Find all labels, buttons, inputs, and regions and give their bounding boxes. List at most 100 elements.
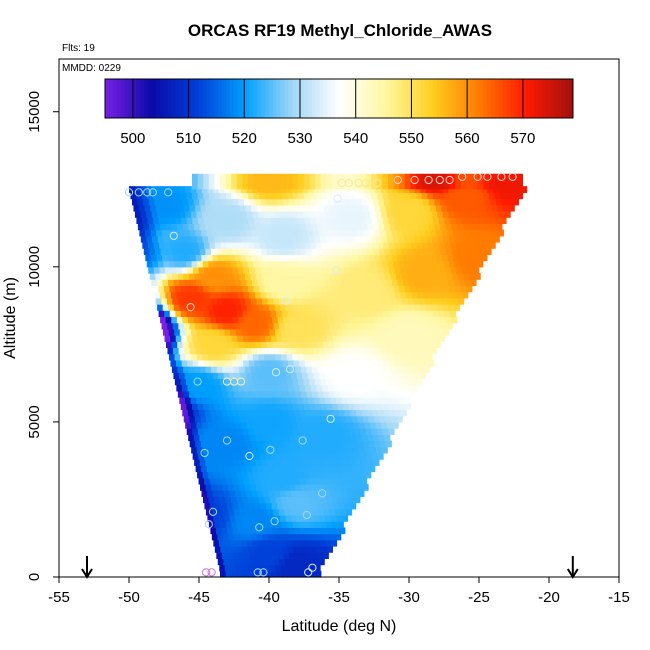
field-cell: [281, 173, 288, 190]
colorbar-segment: [245, 79, 250, 118]
field-cell: [272, 483, 280, 491]
field-cell: [416, 173, 423, 190]
field-cell: [206, 229, 213, 237]
field-cell: [416, 192, 423, 200]
field-cell: [414, 279, 421, 287]
field-cell: [275, 328, 282, 336]
field-cell: [300, 316, 307, 324]
field-cell: [243, 409, 251, 417]
field-cell: [406, 198, 413, 206]
field-cell: [204, 291, 211, 299]
field-cell: [260, 477, 267, 485]
x-tick-label: -45: [188, 589, 210, 606]
field-cell: [175, 217, 182, 224]
field-cell: [337, 260, 344, 268]
field-cell: [187, 409, 195, 417]
field-cell: [289, 223, 296, 231]
field-cell: [255, 409, 262, 417]
field-cell: [180, 285, 187, 293]
field-cell: [240, 397, 248, 404]
field-cell: [236, 570, 243, 578]
field-cell: [179, 304, 186, 311]
field-cell: [240, 347, 247, 355]
field-cell: [173, 304, 181, 311]
field-cell: [435, 273, 442, 280]
colorbar-segment: [401, 79, 406, 118]
field-cell: [223, 322, 230, 330]
field-cell: [263, 490, 270, 497]
field-cell: [157, 235, 164, 243]
field-cell: [319, 210, 326, 218]
field-cell: [209, 335, 216, 342]
field-cell: [361, 266, 368, 274]
field-cell: [229, 490, 236, 497]
field-cell: [412, 366, 419, 373]
field-cell: [438, 310, 445, 318]
field-cell: [151, 279, 158, 287]
field-cell: [375, 397, 382, 404]
field-cell: [338, 266, 345, 274]
sample-markers: [124, 172, 517, 577]
colorbar-segment: [186, 79, 192, 118]
field-cell: [197, 192, 204, 200]
field-cell: [306, 366, 313, 373]
field-cell: [264, 353, 271, 361]
field-cell: [251, 204, 258, 212]
field-cell: [368, 440, 376, 448]
field-cell: [436, 254, 443, 262]
field-cell: [281, 570, 288, 578]
field-cell: [366, 291, 374, 299]
field-cell: [139, 204, 146, 212]
field-cell: [212, 490, 219, 497]
field-cell: [334, 273, 341, 280]
field-cell: [226, 452, 233, 460]
field-cell: [397, 372, 404, 380]
field-cell: [404, 310, 412, 318]
field-cell: [385, 229, 392, 237]
field-cell: [438, 285, 445, 293]
field-cell: [314, 446, 321, 454]
field-cell: [201, 397, 208, 404]
field-cell: [308, 210, 315, 218]
field-cell: [327, 409, 335, 417]
field-cell: [231, 545, 238, 553]
field-cell: [270, 428, 277, 435]
field-cell: [260, 502, 267, 510]
field-cell: [264, 260, 271, 268]
field-cell: [230, 496, 238, 504]
field-cell: [368, 297, 375, 305]
field-cell: [392, 421, 399, 429]
field-cell: [273, 558, 280, 566]
field-cell: [451, 198, 458, 206]
colorbar-segment: [257, 79, 262, 118]
field-cell: [281, 285, 288, 293]
field-cell: [203, 310, 210, 318]
field-cell: [285, 514, 293, 522]
field-cell: [229, 465, 236, 473]
field-cell: [183, 415, 190, 423]
field-cell: [249, 198, 256, 206]
field-cell: [458, 204, 465, 212]
field-cell: [314, 471, 321, 479]
field-cell: [314, 353, 321, 361]
colorbar-segment: [397, 79, 402, 118]
field-cell: [277, 384, 284, 392]
field-cell: [427, 242, 435, 249]
field-cell: [284, 297, 291, 305]
colorbar-tick-label: 550: [399, 130, 424, 147]
field-cell: [278, 366, 285, 373]
field-cell: [269, 304, 276, 311]
field-cell: [191, 235, 198, 243]
colorbar-segment: [124, 79, 129, 118]
field-cell: [195, 322, 202, 330]
field-cell: [505, 173, 512, 190]
field-cell: [286, 260, 293, 268]
sample-point: [236, 377, 246, 386]
field-cell: [336, 328, 343, 336]
field-cell: [272, 316, 279, 324]
field-cell: [315, 545, 322, 553]
field-cell: [449, 285, 456, 293]
field-cell: [192, 359, 200, 367]
field-cell: [389, 316, 396, 324]
field-cell: [213, 471, 221, 479]
